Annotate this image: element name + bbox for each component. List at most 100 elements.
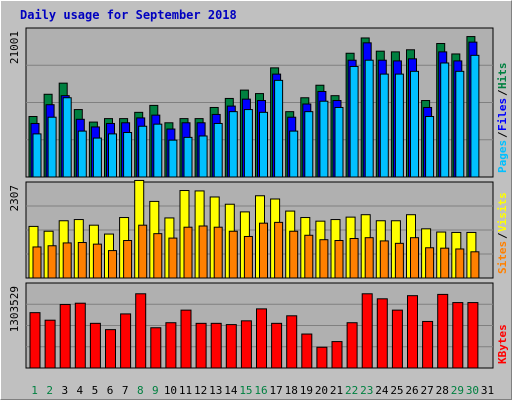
day-label-19: 19 [300,384,313,397]
bar-sites-day-19 [304,234,314,279]
bar-kbytes-day-24 [376,298,388,369]
bar-kbytes-day-17 [271,322,283,369]
bar-sites-day-1 [32,246,42,279]
day-label-20: 20 [315,384,328,397]
bar-sites-day-24 [379,240,389,279]
day-label-11: 11 [179,384,192,397]
bar-sites-day-9 [153,233,163,279]
bar-pages-day-29 [455,70,465,178]
bar-pages-day-28 [440,62,450,178]
day-label-22: 22 [345,384,358,397]
bar-pages-day-16 [259,111,268,178]
day-label-12: 12 [194,384,207,397]
bar-kbytes-day-20 [316,346,328,369]
bar-sites-day-14 [228,230,238,279]
legend-sites: Sites [496,241,509,274]
day-label-23: 23 [360,384,373,397]
bar-pages-day-27 [425,116,435,178]
legend-files: Files [496,98,509,131]
day-label-24: 24 [375,384,389,397]
day-label-27: 27 [421,384,434,397]
day-label-4: 4 [77,384,84,397]
day-label-13: 13 [209,384,222,397]
ymax-label-kbytes: 1303529 [8,286,21,332]
bar-kbytes-day-8 [135,293,147,369]
bar-kbytes-day-25 [391,309,403,369]
bar-kbytes-day-26 [407,295,418,369]
day-label-26: 26 [405,384,418,397]
bar-sites-day-26 [410,237,419,279]
bar-sites-day-7 [123,240,133,279]
legend-hits: Hits [496,63,509,90]
bar-kbytes-day-27 [422,320,434,369]
day-label-3: 3 [61,384,68,397]
bar-sites-day-11 [183,226,193,279]
day-label-5: 5 [92,384,99,397]
bar-sites-day-6 [108,250,117,279]
bar-pages-day-11 [183,136,193,178]
bar-pages-day-14 [228,111,238,178]
bar-kbytes-day-3 [59,303,71,369]
ymax-label-visits-sites: 2307 [8,185,21,212]
bar-sites-day-8 [138,224,148,279]
day-label-18: 18 [285,384,298,397]
bar-kbytes-day-15 [240,320,252,369]
bar-sites-day-2 [47,245,57,279]
bar-sites-day-4 [77,242,87,279]
bar-pages-day-23 [364,59,374,178]
day-label-6: 6 [107,384,114,397]
bar-kbytes-day-9 [150,327,162,369]
bar-pages-day-30 [470,54,480,178]
legend-pages: Pages [496,140,509,173]
bar-sites-day-17 [274,221,284,279]
bar-pages-day-24 [379,73,389,178]
bar-pages-day-22 [349,65,359,178]
bar-sites-day-25 [394,242,404,279]
bar-pages-day-10 [168,139,178,178]
bar-kbytes-day-18 [286,315,298,369]
bar-sites-day-21 [334,240,344,279]
bar-pages-day-20 [319,100,329,178]
bar-kbytes-day-11 [180,309,192,369]
bar-pages-day-21 [334,106,344,178]
bar-pages-day-4 [77,130,87,178]
day-label-8: 8 [137,384,144,397]
day-label-9: 9 [152,384,159,397]
day-label-28: 28 [436,384,449,397]
day-label-25: 25 [390,384,403,397]
bar-sites-day-28 [440,247,450,279]
bar-sites-day-18 [289,230,299,279]
bar-pages-day-19 [304,111,314,178]
bar-pages-day-17 [274,79,284,178]
bar-kbytes-day-29 [452,302,464,369]
chart-title: Daily usage for September 2018 [20,8,237,22]
bar-pages-day-15 [243,109,253,178]
bar-sites-day-3 [62,242,72,279]
bar-kbytes-day-6 [105,329,116,369]
bar-kbytes-day-14 [225,324,237,369]
bar-kbytes-day-7 [120,313,132,369]
bar-kbytes-day-10 [165,322,177,369]
day-label-7: 7 [122,384,129,397]
bar-kbytes-day-1 [29,312,41,369]
day-label-15: 15 [239,384,252,397]
bar-sites-day-22 [349,237,359,279]
day-label-29: 29 [451,384,464,397]
day-label-16: 16 [254,384,267,397]
day-label-21: 21 [330,384,343,397]
bar-kbytes-day-4 [74,302,86,369]
bar-sites-day-23 [364,237,374,279]
bar-pages-day-13 [213,122,223,178]
legend-separator: / [496,89,509,96]
bar-kbytes-day-30 [467,302,479,369]
bar-sites-day-13 [213,226,223,279]
bar-sites-day-10 [168,237,178,279]
bar-sites-day-12 [198,225,208,279]
bar-kbytes-day-5 [89,322,101,369]
day-label-31: 31 [481,384,494,397]
day-label-30: 30 [466,384,479,397]
bar-kbytes-day-12 [195,322,207,369]
bar-kbytes-day-19 [301,333,313,369]
day-label-2: 2 [46,384,53,397]
